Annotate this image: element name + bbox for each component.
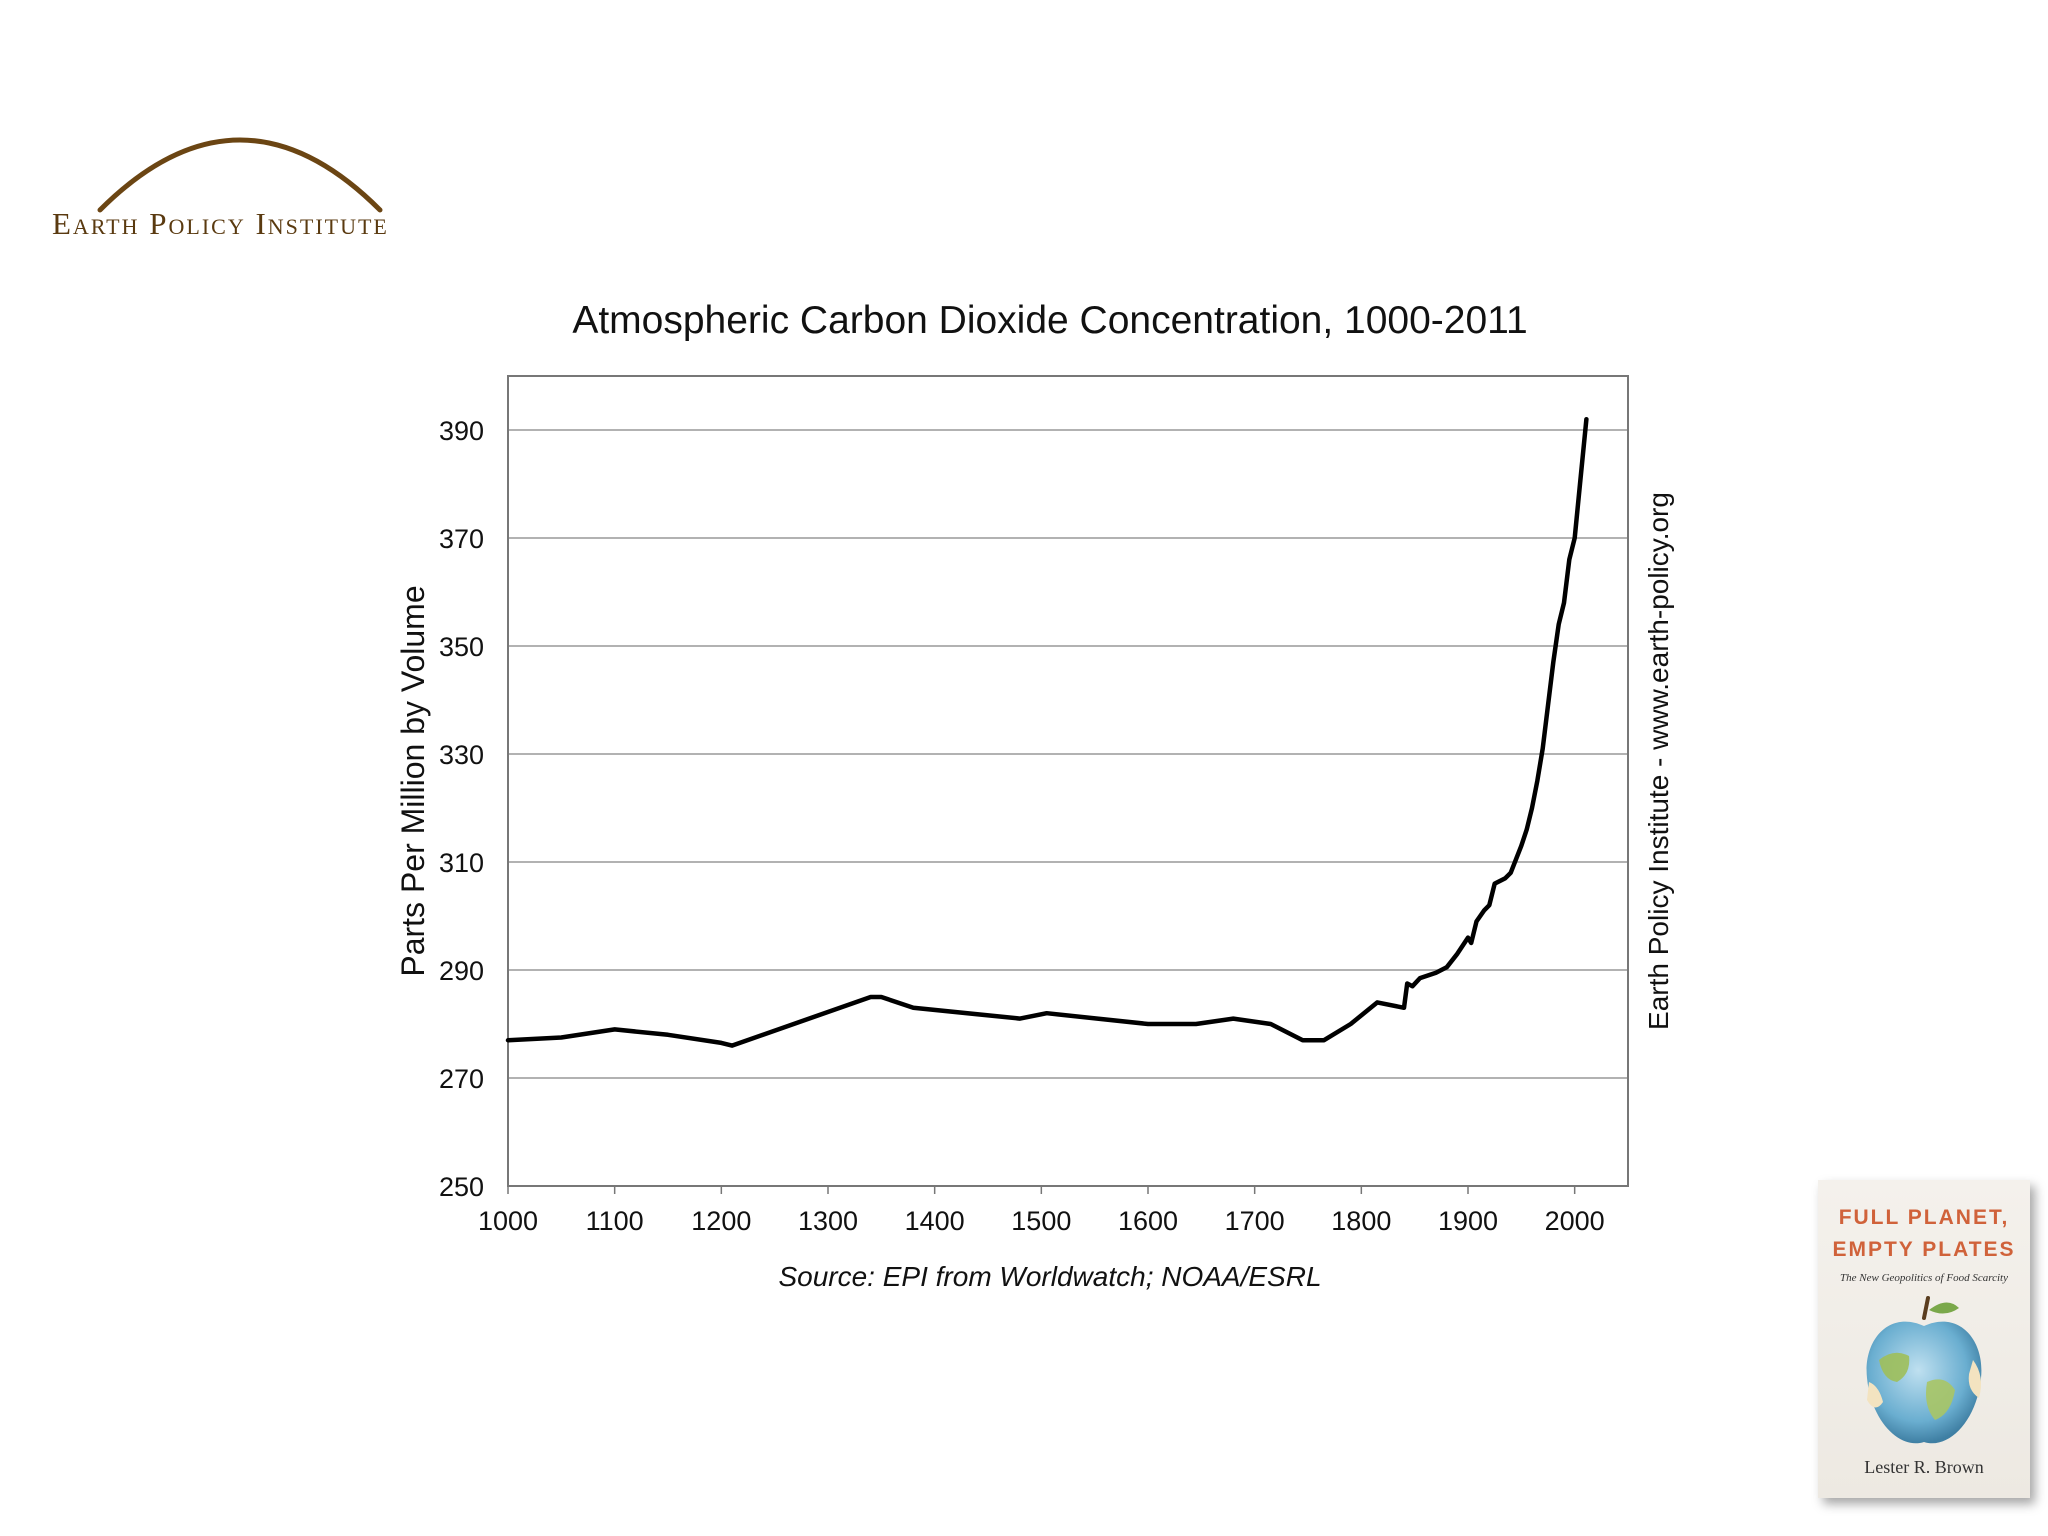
x-tick-label: 1000: [478, 1206, 538, 1236]
plot-area-frame: [507, 375, 1629, 1187]
watermark-text: Earth Policy Institute - www.earth-polic…: [1643, 492, 1674, 1030]
chart-title: Atmospheric Carbon Dioxide Concentration…: [572, 299, 1527, 342]
y-axis-ticks: 250 270 290 310 330 350 370 390: [439, 416, 484, 1202]
co2-series-line: [505, 416, 1589, 1048]
gridlines: [508, 429, 1628, 1187]
x-tick-label: 1100: [586, 1206, 644, 1236]
x-axis-ticks: 1000 1100 1200 1300 1400 1500 1600 1700 1800 1900…: [478, 1186, 1605, 1236]
x-tick-label: 1700: [1225, 1206, 1285, 1236]
x-tick-label: 1500: [1011, 1206, 1071, 1236]
apple-globe-icon: [1866, 1296, 1982, 1444]
y-tick-label: 370: [439, 524, 484, 554]
x-tick-label: 1400: [905, 1206, 965, 1236]
book-subtitle: The New Geopolitics of Food Scarcity: [1840, 1272, 2008, 1284]
y-axis-label: Parts Per Million by Volume: [395, 585, 431, 976]
y-tick-label: 250: [439, 1172, 484, 1202]
x-tick-label: 2000: [1545, 1206, 1605, 1236]
x-tick-label: 1200: [691, 1206, 751, 1236]
earth-policy-institute-logo: [97, 137, 383, 213]
book-author: Lester R. Brown: [1864, 1457, 1984, 1477]
y-tick-label: 350: [439, 632, 484, 662]
y-tick-label: 390: [439, 416, 484, 446]
logo-arc-icon: [97, 137, 383, 213]
x-tick-label: 1900: [1438, 1206, 1498, 1236]
x-tick-label: 1800: [1331, 1206, 1391, 1236]
y-tick-label: 270: [439, 1064, 484, 1094]
book-title-line-2: EMPTY PLATES: [1832, 1238, 2016, 1261]
book-cover: FULL PLANET, EMPTY PLATES The New Geopol…: [1818, 1180, 2030, 1498]
y-tick-label: 310: [439, 848, 484, 878]
source-note: Source: EPI from Worldwatch; NOAA/ESRL: [778, 1261, 1321, 1292]
logo-text: Earth Policy Institute: [52, 206, 389, 241]
x-tick-label: 1300: [798, 1206, 858, 1236]
book-title: FULL PLANET, EMPTY PLATES: [1818, 1202, 2030, 1266]
y-tick-label: 330: [439, 740, 484, 770]
x-tick-label: 1600: [1118, 1206, 1178, 1236]
y-tick-label: 290: [439, 956, 484, 986]
book-title-line-1: FULL PLANET,: [1838, 1206, 2010, 1229]
